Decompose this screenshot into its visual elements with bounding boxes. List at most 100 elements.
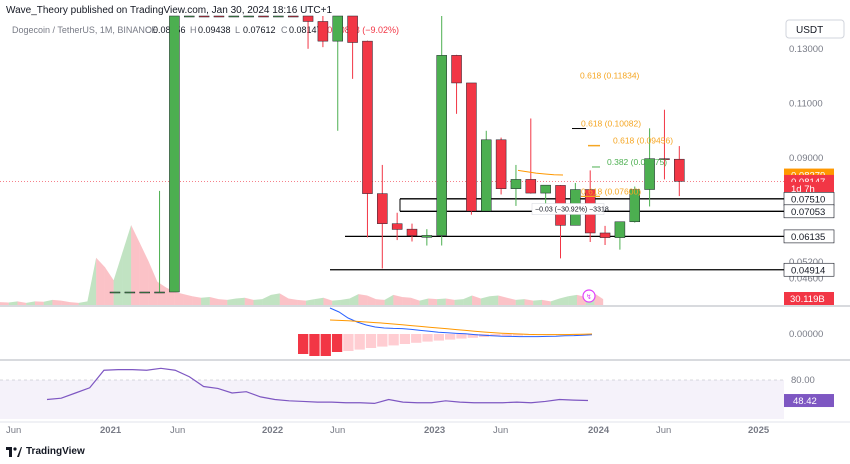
low-value: 0.07612 — [243, 25, 276, 35]
candle-body — [540, 184, 551, 194]
volume-area — [139, 243, 149, 305]
x-tick-label: 2023 — [424, 425, 445, 436]
low-label: L — [235, 25, 240, 35]
fib-level-label: 0.618 (0.09456) — [613, 136, 673, 146]
volume-area — [253, 299, 263, 305]
currency-label: USDT — [796, 25, 823, 36]
candle-body — [495, 139, 507, 189]
volume-area — [104, 267, 114, 305]
volume-area — [288, 298, 298, 305]
volume-area — [437, 298, 446, 305]
x-tick-label: 2022 — [262, 425, 283, 436]
volume-area — [270, 293, 280, 305]
x-tick-label: Jun — [6, 425, 21, 436]
candle-body — [391, 223, 403, 230]
volume-area — [236, 297, 245, 305]
macd-histogram-bar — [512, 334, 524, 336]
candle-body — [332, 15, 343, 42]
volume-area — [174, 291, 184, 305]
x-tick-label: Jun — [656, 425, 671, 436]
volume-area — [113, 252, 123, 305]
macd-histogram-bar — [422, 334, 433, 342]
x-tick-label: 2021 — [100, 425, 122, 436]
candle-body — [362, 40, 373, 194]
rsi-value-label: 48.42 — [793, 396, 817, 407]
volume-area — [17, 301, 27, 305]
measure-box — [531, 203, 605, 215]
candle-body — [659, 158, 670, 160]
candle-body — [525, 179, 537, 194]
macd-histogram-bar — [445, 334, 456, 340]
volume-area — [410, 297, 420, 305]
candle-body — [629, 189, 640, 223]
macd-signal-line — [329, 319, 593, 336]
volume-area — [445, 298, 455, 305]
change-value: −0.00808 (−9.02%) — [322, 25, 399, 35]
volume-area — [480, 296, 490, 305]
y-tick-label: 0.11000 — [789, 98, 823, 109]
x-tick-label: 2024 — [588, 425, 610, 436]
price-badge — [783, 204, 835, 219]
price-badge — [783, 262, 835, 277]
volume-area — [384, 294, 394, 305]
macd-histogram-bar — [456, 334, 467, 339]
candle-body — [406, 228, 418, 236]
currency-button — [785, 19, 845, 39]
macd-histogram-bar — [501, 334, 512, 336]
macd-histogram-bar — [433, 334, 444, 341]
candle-body — [674, 158, 685, 182]
high-value: 0.09438 — [198, 25, 231, 35]
volume-area — [594, 293, 604, 305]
volume-area — [489, 295, 499, 305]
candle-body — [258, 15, 269, 18]
volume-area — [87, 257, 97, 305]
volume-area — [69, 302, 79, 305]
volume-area — [498, 295, 508, 305]
macd-histogram-bar — [399, 334, 411, 344]
candle-body — [614, 221, 626, 238]
volume-area — [8, 301, 18, 305]
candle-body — [273, 15, 284, 18]
price-badge — [783, 229, 835, 244]
fib-level-label: 0.618 (0.07600) — [581, 186, 641, 196]
candle-body — [109, 291, 121, 294]
x-tick-label: 2025 — [748, 425, 770, 436]
volume-area — [533, 299, 542, 305]
tradingview-footer[interactable]: TradingView — [6, 446, 85, 457]
volume-area — [507, 297, 516, 305]
volume-area — [314, 297, 324, 305]
volume-area — [305, 299, 315, 305]
rsi-line — [46, 367, 589, 405]
candle-body — [451, 55, 462, 84]
macd-histogram-bar — [377, 334, 388, 347]
volume-area — [340, 298, 350, 305]
volume-area — [375, 299, 385, 305]
candle-body — [377, 193, 388, 224]
macd-histogram-bar — [490, 334, 501, 337]
price-badge-label: 0.06135 — [791, 232, 825, 243]
price-badge-label: 1d 7h — [791, 184, 815, 195]
volume-area — [559, 296, 569, 305]
volume-area — [122, 225, 132, 305]
candle-body — [317, 21, 329, 42]
candle-body — [421, 235, 433, 238]
volume-area — [43, 299, 53, 305]
candle-body — [347, 15, 358, 43]
price-badge-label: 0.07510 — [791, 194, 825, 205]
volume-area — [541, 299, 551, 305]
macd-histogram-bar — [411, 334, 422, 343]
x-tick-label: Jun — [170, 425, 185, 436]
volume-area — [227, 298, 237, 305]
x-tick-label: Jun — [493, 425, 508, 436]
lightning-icon — [582, 289, 596, 303]
candle-body — [287, 15, 299, 18]
volume-area — [358, 294, 368, 305]
candle-body — [243, 15, 254, 18]
macd-histogram-bar — [343, 334, 354, 351]
candle-body — [198, 15, 210, 18]
measure-label: −0.03 (−30.92%) −3318 — [535, 206, 609, 213]
open-label: O — [145, 25, 152, 35]
price-badge-label: 0.04914 — [791, 265, 825, 276]
tradingview-logo-icon — [6, 446, 22, 457]
